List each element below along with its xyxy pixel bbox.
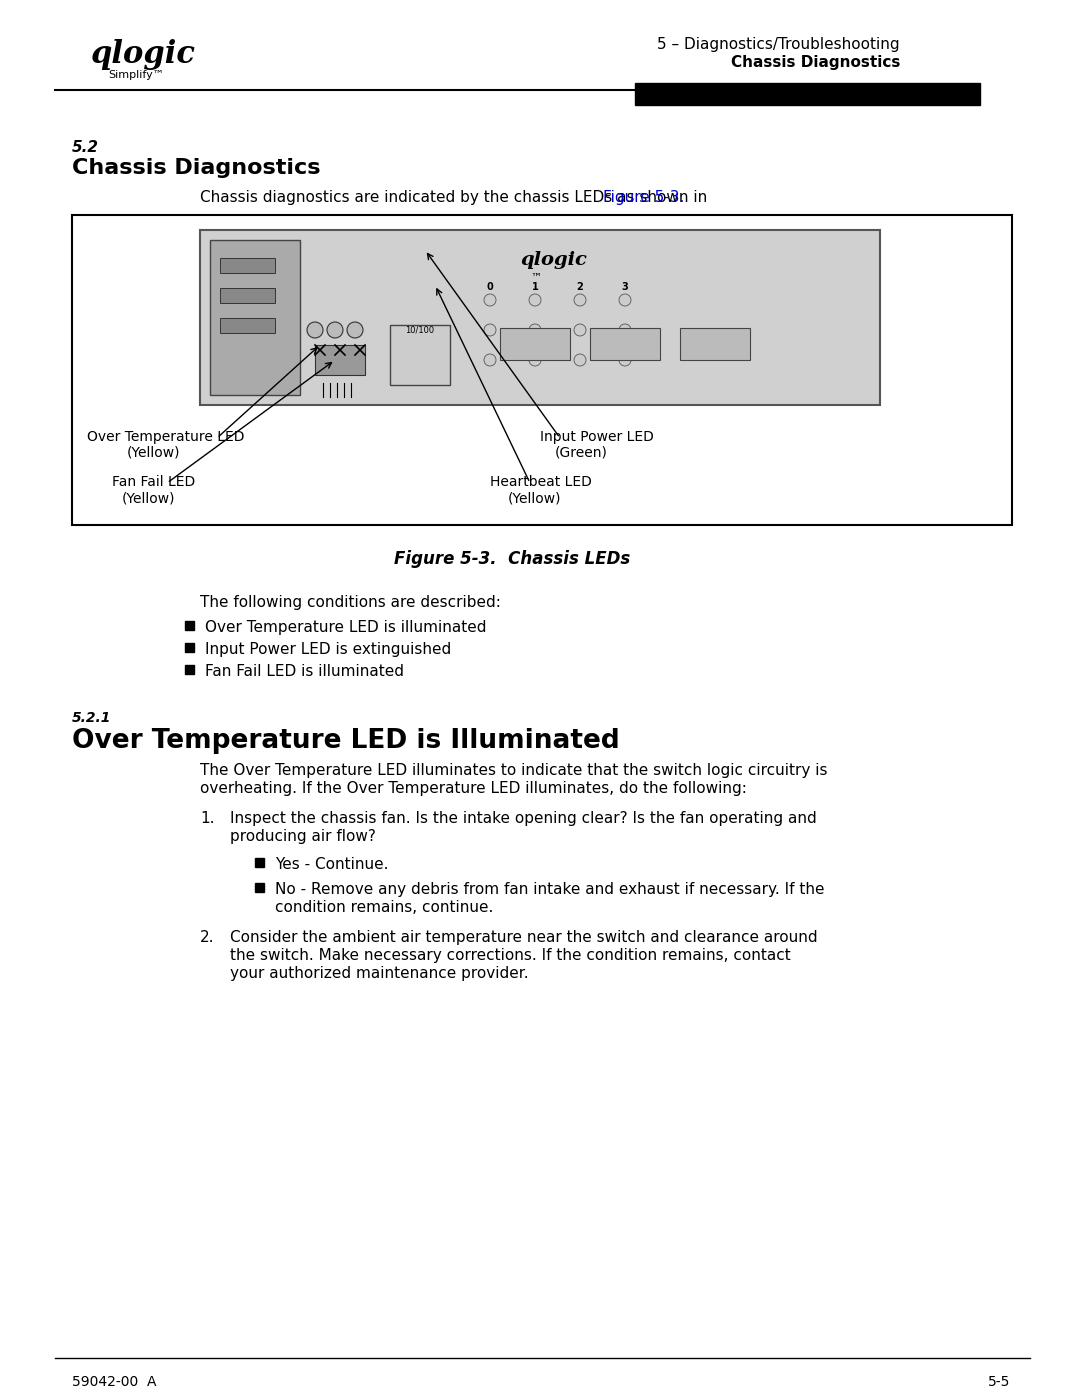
Text: The Over Temperature LED illuminates to indicate that the switch logic circuitry: The Over Temperature LED illuminates to …: [200, 763, 827, 778]
Text: 2.: 2.: [200, 930, 215, 944]
Bar: [200, 231, 880, 405]
Text: condition remains, continue.: condition remains, continue.: [275, 900, 494, 915]
Text: 5.2.1: 5.2.1: [72, 711, 111, 725]
Text: The following conditions are described:: The following conditions are described:: [200, 595, 501, 610]
Bar: [185, 665, 194, 673]
Text: (Yellow): (Yellow): [122, 490, 175, 504]
Circle shape: [573, 353, 586, 366]
Text: qlogic: qlogic: [90, 39, 195, 70]
Text: Fan Fail LED: Fan Fail LED: [112, 475, 195, 489]
Circle shape: [573, 324, 586, 337]
Circle shape: [307, 321, 323, 338]
Circle shape: [573, 293, 586, 306]
Text: the switch. Make necessary corrections. If the condition remains, contact: the switch. Make necessary corrections. …: [230, 949, 791, 963]
Bar: [500, 328, 570, 360]
Text: 1.: 1.: [200, 812, 215, 826]
Bar: [315, 345, 365, 374]
Text: Input Power LED is extinguished: Input Power LED is extinguished: [205, 643, 451, 657]
Text: Input Power LED: Input Power LED: [540, 430, 653, 444]
Bar: [72, 215, 1012, 525]
Text: Heartbeat LED: Heartbeat LED: [490, 475, 592, 489]
Circle shape: [619, 353, 631, 366]
Text: Figure 5-3.  Chassis LEDs: Figure 5-3. Chassis LEDs: [394, 550, 630, 569]
Text: 5 – Diagnostics/Troubleshooting: 5 – Diagnostics/Troubleshooting: [658, 38, 900, 53]
Text: Fan Fail LED is illuminated: Fan Fail LED is illuminated: [205, 664, 404, 679]
Text: Figure 5-3.: Figure 5-3.: [603, 190, 684, 205]
Circle shape: [484, 324, 496, 337]
Text: Chassis Diagnostics: Chassis Diagnostics: [731, 54, 900, 70]
Text: Over Temperature LED is illuminated: Over Temperature LED is illuminated: [205, 620, 486, 636]
Text: (Yellow): (Yellow): [508, 490, 562, 504]
Circle shape: [529, 293, 541, 306]
Text: Yes - Continue.: Yes - Continue.: [275, 856, 389, 872]
Circle shape: [529, 324, 541, 337]
Text: Over Temperature LED is Illuminated: Over Temperature LED is Illuminated: [72, 728, 620, 754]
Text: 0: 0: [487, 282, 494, 292]
Text: Chassis Diagnostics: Chassis Diagnostics: [72, 158, 321, 177]
Circle shape: [484, 353, 496, 366]
Circle shape: [619, 293, 631, 306]
Bar: [680, 328, 750, 360]
Bar: [185, 622, 194, 630]
Circle shape: [327, 321, 343, 338]
Text: ™: ™: [530, 272, 541, 284]
Circle shape: [347, 321, 363, 338]
Text: 5-5: 5-5: [987, 1375, 1010, 1389]
Circle shape: [484, 293, 496, 306]
Text: No - Remove any debris from fan intake and exhaust if necessary. If the: No - Remove any debris from fan intake a…: [275, 882, 824, 897]
Bar: [590, 328, 660, 360]
Bar: [255, 858, 264, 868]
Bar: [255, 883, 264, 893]
Text: 1: 1: [531, 282, 538, 292]
Text: qlogic: qlogic: [519, 251, 586, 270]
Bar: [185, 643, 194, 652]
Text: overheating. If the Over Temperature LED illuminates, do the following:: overheating. If the Over Temperature LED…: [200, 781, 747, 796]
Bar: [635, 82, 980, 105]
Bar: [220, 319, 275, 332]
Text: producing air flow?: producing air flow?: [230, 828, 376, 844]
Text: 5.2: 5.2: [72, 140, 99, 155]
Bar: [220, 258, 275, 272]
Text: Over Temperature LED: Over Temperature LED: [87, 430, 244, 444]
Bar: [220, 288, 275, 303]
Bar: [210, 240, 300, 395]
Text: Inspect the chassis fan. Is the intake opening clear? Is the fan operating and: Inspect the chassis fan. Is the intake o…: [230, 812, 816, 826]
Text: Consider the ambient air temperature near the switch and clearance around: Consider the ambient air temperature nea…: [230, 930, 818, 944]
Text: 10/100: 10/100: [405, 326, 434, 334]
Text: Simplify™: Simplify™: [108, 70, 164, 80]
Text: 2: 2: [577, 282, 583, 292]
Circle shape: [619, 324, 631, 337]
Circle shape: [529, 353, 541, 366]
Text: 59042-00  A: 59042-00 A: [72, 1375, 157, 1389]
Text: 3: 3: [622, 282, 629, 292]
Text: Chassis diagnostics are indicated by the chassis LEDs as shown in: Chassis diagnostics are indicated by the…: [200, 190, 712, 205]
Bar: [390, 326, 450, 386]
Text: (Green): (Green): [555, 446, 608, 460]
Text: (Yellow): (Yellow): [127, 446, 180, 460]
Text: your authorized maintenance provider.: your authorized maintenance provider.: [230, 965, 528, 981]
